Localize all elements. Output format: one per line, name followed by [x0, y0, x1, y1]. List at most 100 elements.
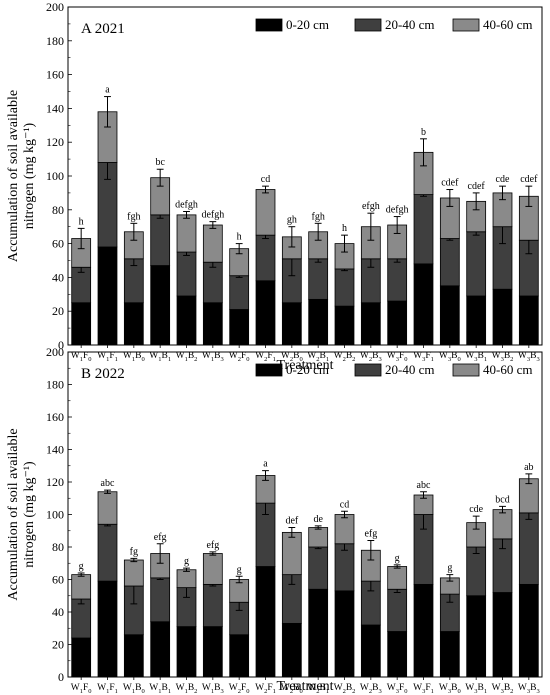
- bar-W₂B₂-layer-3: [334, 514, 355, 545]
- x-tick-label-W₃B₃: W3B3: [518, 683, 540, 695]
- x-tick-label-W₃B₁: W3B1: [465, 351, 487, 363]
- y-tick-label-60: 60: [52, 573, 64, 587]
- significance-letter-W₂B₀: gh: [287, 215, 297, 226]
- x-tick-letter: W: [123, 683, 132, 693]
- significance-letter-W₂B₂: cd: [340, 499, 349, 510]
- x-tick-letter: W: [176, 351, 185, 361]
- x-tick-letter: B: [372, 683, 378, 693]
- x-tick-label-W₃F₀: W3F0: [387, 683, 408, 695]
- x-tick-label-W₁B₂: W1B2: [176, 351, 198, 363]
- legend-item-2: 20-40 cm: [354, 362, 434, 377]
- x-tick-subscript: 0: [299, 356, 302, 363]
- significance-letter-W₁B₁: bc: [155, 157, 165, 168]
- x-tick-subscript: 2: [290, 688, 293, 695]
- x-tick-letter: W: [71, 351, 80, 361]
- significance-letter-W₁B₃: efg: [206, 540, 219, 551]
- bar-W₂F₀-layer-2: [229, 275, 250, 310]
- error-bar-W₁F₀-layer-3: [77, 227, 85, 250]
- bar-W₃B₂-layer-3: [492, 509, 513, 540]
- x-tick-subscript: 1: [326, 356, 329, 363]
- y-axis-label-line1: Accumulation of soil available: [6, 428, 21, 600]
- x-tick-letter: W: [202, 683, 211, 693]
- bar-W₁F₁-layer-1: [97, 246, 118, 346]
- bar-W₂F₁-layer-3: [255, 189, 276, 236]
- bar-W₁B₃-layer-3: [202, 224, 223, 263]
- x-tick-label-W₁B₃: W1B3: [202, 351, 224, 363]
- x-tick-subscript: 1: [168, 356, 171, 363]
- legend-item-1: 0-20 cm: [255, 17, 329, 32]
- x-tick-label-W₁B₁: W1B1: [149, 351, 171, 363]
- x-tick-letter: F: [267, 351, 272, 361]
- legend-label: 40-60 cm: [483, 362, 532, 377]
- x-tick-label-W₂B₂: W2B2: [334, 351, 356, 363]
- legend-item-3: 40-60 cm: [452, 17, 532, 32]
- x-tick-subscript: 2: [510, 688, 513, 695]
- x-tick-letter: W: [439, 351, 448, 361]
- bar-W₁F₀-layer-2: [71, 598, 92, 639]
- y-tick-label-120: 120: [46, 135, 64, 149]
- x-tick-label-W₁B₁: W1B1: [149, 683, 171, 695]
- y-tick-label-200: 200: [46, 345, 64, 359]
- y-tick-label-80: 80: [52, 203, 64, 217]
- significance-letter-W₁B₃: defgh: [201, 210, 224, 221]
- x-tick-subscript: 0: [299, 688, 302, 695]
- x-tick-subscript: 2: [316, 356, 319, 363]
- x-tick-letter: B: [372, 351, 378, 361]
- x-tick-label-W₂B₁: W2B1: [307, 351, 329, 363]
- x-tick-label-W₃F₀: W3F0: [387, 351, 408, 363]
- x-tick-letter: B: [188, 683, 194, 693]
- x-tick-subscript: 0: [141, 688, 144, 695]
- error-bar-W₃F₀-layer-3: [393, 216, 401, 234]
- x-tick-subscript: 1: [185, 356, 188, 363]
- x-tick-letter: F: [109, 351, 114, 361]
- error-bar-W₃B₀-layer-3: [446, 189, 454, 207]
- error-bar-W₁B₃-layer-3: [209, 221, 217, 229]
- x-tick-letter: W: [202, 351, 211, 361]
- bar-W₂B₂-layer-2: [334, 268, 355, 307]
- legend-label: 0-20 cm: [286, 362, 329, 377]
- significance-letter-W₃B₁: cdef: [468, 181, 486, 192]
- x-tick-label-W₁B₂: W1B2: [176, 683, 198, 695]
- bar-W₂B₀-layer-1: [281, 302, 302, 346]
- x-tick-label-W₃B₃: W3B3: [518, 351, 540, 363]
- x-tick-subscript: 0: [88, 356, 91, 363]
- bar-W₁B₀-layer-1: [123, 302, 144, 346]
- x-tick-subscript: 1: [185, 688, 188, 695]
- x-tick-letter: W: [281, 351, 290, 361]
- panel-label: A 2021: [81, 21, 125, 37]
- x-tick-letter: B: [504, 683, 510, 693]
- x-tick-letter: F: [109, 683, 114, 693]
- x-tick-subscript: 2: [238, 688, 241, 695]
- x-tick-subscript: 2: [238, 356, 241, 363]
- error-bar-W₂B₂-layer-3: [341, 510, 348, 519]
- bar-W₃F₀-layer-2: [387, 588, 408, 632]
- bar-W₁B₁-layer-2: [150, 577, 171, 623]
- x-tick-label-W₂F₀: W2F0: [229, 683, 250, 695]
- bar-W₃B₀-layer-1: [439, 285, 460, 346]
- x-tick-label-W₃B₀: W3B0: [439, 683, 461, 695]
- x-tick-subscript: 1: [115, 688, 118, 695]
- x-tick-letter: W: [255, 351, 264, 361]
- x-tick-subscript: 1: [80, 688, 83, 695]
- x-tick-letter: W: [71, 683, 80, 693]
- y-tick-label-140: 140: [46, 101, 64, 115]
- bar-W₃F₀-layer-1: [387, 631, 408, 678]
- bar-W₃F₀-layer-1: [387, 300, 408, 346]
- x-tick-subscript: 1: [132, 356, 135, 363]
- x-tick-subscript: 3: [378, 688, 381, 695]
- significance-letter-W₁F₁: a: [105, 85, 110, 96]
- significance-letter-W₃B₂: bcd: [495, 494, 509, 505]
- x-tick-subscript: 3: [474, 688, 477, 695]
- x-tick-subscript: 1: [431, 356, 434, 363]
- x-tick-subscript: 1: [106, 356, 109, 363]
- x-tick-letter: B: [530, 351, 536, 361]
- significance-letter-W₁F₁: abc: [101, 478, 115, 489]
- x-tick-subscript: 2: [369, 356, 372, 363]
- x-tick-label-W₃B₀: W3B0: [439, 351, 461, 363]
- x-tick-letter: W: [176, 683, 185, 693]
- x-tick-subscript: 0: [457, 688, 460, 695]
- x-tick-subscript: 0: [457, 356, 460, 363]
- error-bar-W₁B₂-layer-3: [183, 567, 190, 572]
- x-tick-subscript: 3: [527, 688, 530, 695]
